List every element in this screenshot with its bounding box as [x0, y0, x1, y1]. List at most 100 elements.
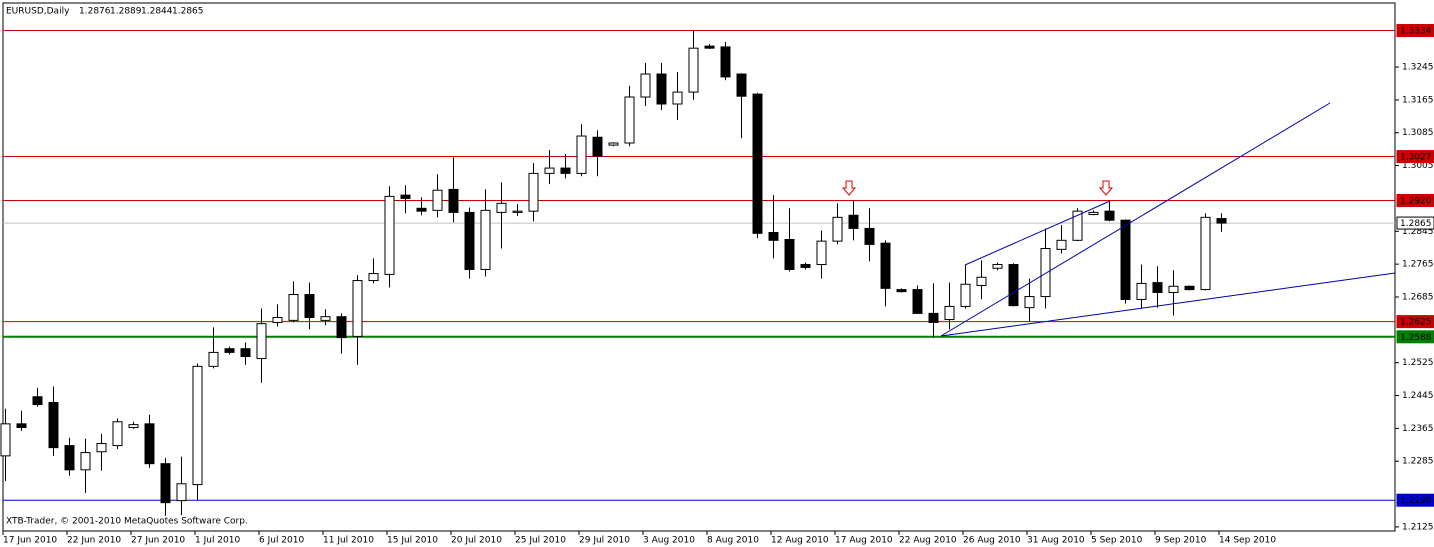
x-tick-label: 25 Jul 2010: [515, 536, 566, 546]
candle-body: [640, 73, 651, 98]
x-tick-label: 11 Jul 2010: [323, 536, 374, 546]
candle-body: [992, 264, 1003, 269]
candle-body: [800, 264, 811, 268]
candle: [768, 195, 779, 259]
candle-body: [224, 348, 235, 353]
x-tick-label: 9 Sep 2010: [1155, 536, 1207, 546]
candle-body: [656, 73, 667, 105]
candle: [1184, 285, 1195, 291]
candle-body: [960, 283, 971, 307]
candle: [432, 174, 443, 218]
candle-body: [624, 96, 635, 144]
candle-body: [672, 91, 683, 105]
trend-line: [940, 102, 1331, 337]
candle-body: [240, 348, 251, 358]
y-tick-label: 1.3165: [1402, 95, 1434, 105]
candle: [944, 282, 955, 330]
candle-body: [1072, 210, 1083, 241]
candle: [416, 197, 427, 216]
candle-body: [816, 240, 827, 266]
candle: [480, 189, 491, 277]
candle: [1120, 219, 1131, 304]
candle: [880, 240, 891, 307]
x-tick-label: 31 Aug 2010: [1027, 536, 1085, 546]
candle-body: [496, 202, 507, 213]
candle: [576, 124, 587, 177]
x-tick-label: 29 Jul 2010: [579, 536, 630, 546]
footer: XTB-Trader, © 2001-2010 MetaQuotes Softw…: [6, 517, 248, 527]
y-tick-label: 1.2445: [1402, 391, 1434, 401]
candle: [304, 282, 315, 330]
level-box: [1396, 193, 1434, 207]
candle-body: [400, 194, 411, 199]
candle: [1104, 201, 1115, 222]
candle: [752, 92, 763, 239]
candle-body: [304, 294, 315, 319]
candle: [1056, 225, 1067, 254]
candle: [560, 154, 571, 179]
candle-body: [112, 421, 123, 447]
candle-body: [704, 45, 715, 49]
candle-body: [176, 483, 187, 502]
candle: [160, 457, 171, 516]
candle-body: [0, 423, 11, 457]
candle-body: [848, 214, 859, 229]
candle-body: [416, 207, 427, 212]
candle-body: [832, 216, 843, 242]
candle: [1040, 228, 1051, 309]
level-box: [1396, 330, 1434, 344]
candle-body: [912, 289, 923, 314]
candle: [64, 437, 75, 476]
x-tick-label: 1 Jul 2010: [195, 536, 240, 546]
candle: [1200, 213, 1211, 291]
chart-title: EURUSD,Daily: [6, 7, 70, 17]
candle-body: [528, 172, 539, 212]
y-tick-label: 1.3005: [1402, 161, 1434, 171]
candle: [128, 421, 139, 429]
candle-body: [752, 93, 763, 234]
x-tick-label: 27 Jun 2010: [131, 536, 185, 546]
ohlc-low: 1.2844: [141, 7, 173, 17]
candle-body: [1024, 296, 1035, 309]
candle: [976, 260, 987, 300]
candle-body: [976, 276, 987, 286]
y-tick-label: 1.2525: [1402, 358, 1434, 368]
y-tick-label: 1.2845: [1402, 227, 1434, 237]
x-tick-label: 17 Jun 2010: [3, 536, 57, 546]
arrow-annotation: [1098, 180, 1114, 196]
candle: [912, 285, 923, 314]
level-box: [1396, 150, 1434, 164]
x-tick-label: 26 Aug 2010: [963, 536, 1021, 546]
candle: [320, 309, 331, 326]
candle-body: [1216, 218, 1227, 224]
candle: [0, 408, 11, 481]
candle: [256, 308, 267, 383]
candle-body: [96, 443, 107, 453]
candle: [784, 208, 795, 272]
candle: [32, 387, 43, 407]
y-tick-label: 1.2285: [1402, 457, 1434, 467]
candle: [224, 346, 235, 355]
candle: [368, 258, 379, 284]
candle: [1008, 263, 1019, 307]
level-box: [1396, 493, 1434, 507]
candle-body: [1120, 219, 1131, 300]
candle-body: [160, 463, 171, 504]
candle-body: [928, 312, 939, 323]
y-tick-label: 1.2365: [1402, 424, 1434, 434]
candle: [864, 208, 875, 262]
candle: [448, 157, 459, 223]
candle-body: [592, 136, 603, 157]
candle: [512, 204, 523, 217]
candle: [544, 149, 555, 185]
candle: [1152, 266, 1163, 308]
candle: [464, 207, 475, 279]
candle-body: [512, 210, 523, 213]
candle-body: [560, 167, 571, 174]
candle: [192, 363, 203, 500]
candle: [624, 85, 635, 147]
candle: [1136, 264, 1147, 309]
candle: [1168, 270, 1179, 316]
candle-body: [16, 423, 27, 429]
